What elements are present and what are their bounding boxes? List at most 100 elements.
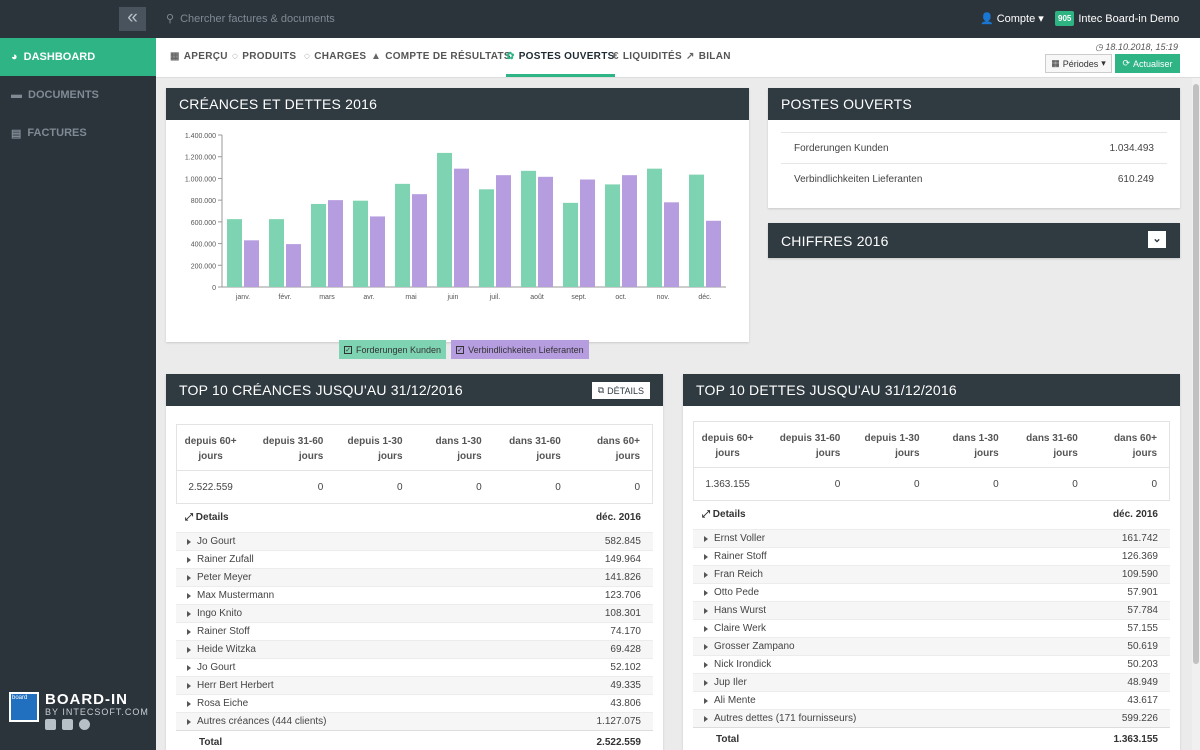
scrollbar[interactable]: [1192, 78, 1200, 750]
tab-bar: ▦ APERÇU ◌ PRODUITS ◌ CHARGES ▲ COMPTE DE RÉ…: [156, 38, 1200, 78]
tab-liquidites[interactable]: € LIQUIDITÉS: [613, 51, 682, 62]
sidebar-item-dashboard[interactable]: ◕ DASHBOARD: [0, 38, 156, 76]
row-name[interactable]: Hans Wurst: [704, 605, 766, 616]
table-row[interactable]: Grosser Zampano 50.619: [693, 637, 1170, 655]
table-row[interactable]: Fran Reich 109.590: [693, 565, 1170, 583]
row-name[interactable]: Claire Werk: [704, 623, 766, 634]
row-name[interactable]: Peter Meyer: [187, 572, 251, 583]
row-name[interactable]: Fran Reich: [704, 569, 763, 580]
tab-bilan[interactable]: ↗ BILAN: [686, 51, 731, 62]
details-table: ⤢ Details déc. 2016 Ernst Voller 161.742 Ra…: [693, 499, 1170, 750]
row-name[interactable]: Jo Gourt: [187, 536, 235, 547]
table-row[interactable]: Jup Iler 48.949: [693, 673, 1170, 691]
table-row[interactable]: Claire Werk 57.155: [693, 619, 1170, 637]
bar-chart: 0 200.000 400.000 600.000 800.000 1.000.000 1.…: [166, 120, 749, 359]
search-icon: ⚲: [166, 13, 175, 25]
row-name[interactable]: Max Mustermann: [187, 590, 274, 601]
calendar-icon: ▦: [1051, 58, 1060, 68]
table-row[interactable]: Heide Witzka 69.428: [176, 640, 653, 658]
row-value: 52.102: [610, 662, 641, 673]
sidebar: ◕ DASHBOARD ▬ DOCUMENTS ▤ FACTURES board…: [0, 38, 156, 750]
row-name[interactable]: Jup Iler: [704, 677, 747, 688]
tab-compte-de-resultats[interactable]: ▲ COMPTE DE RÉSULTATS: [371, 51, 511, 62]
table-row[interactable]: Jo Gourt 582.845: [176, 532, 653, 550]
tab-charges[interactable]: ◌ CHARGES: [304, 51, 366, 62]
table-row[interactable]: Autres créances (444 clients) 1.127.075: [176, 712, 653, 730]
brand-subtitle: BY INTECSOFT.COM: [45, 707, 149, 717]
table-row[interactable]: Autres dettes (171 fournisseurs) 599.226: [693, 709, 1170, 727]
timestamp-value: 18.10.2018, 15:19: [1105, 42, 1178, 52]
linkedin-icon[interactable]: [62, 719, 73, 730]
row-name[interactable]: Grosser Zampano: [704, 641, 795, 652]
chevron-down-icon[interactable]: ⌄: [1148, 231, 1166, 248]
tab-apercu[interactable]: ▦ APERÇU: [170, 51, 228, 62]
periods-dropdown[interactable]: ▦ Périodes ▾: [1045, 54, 1112, 73]
brand-title: BOARD-IN: [45, 691, 128, 708]
grid-icon: ▦: [170, 51, 180, 62]
table-row[interactable]: Peter Meyer 141.826: [176, 568, 653, 586]
tab-produits[interactable]: ◌ PRODUITS: [232, 51, 296, 62]
tab-label: PRODUITS: [242, 51, 297, 62]
row-name[interactable]: Rainer Stoff: [704, 551, 767, 562]
details-button[interactable]: ⧉ DÉTAILS: [591, 382, 650, 399]
table-row[interactable]: Herr Bert Herbert 49.335: [176, 676, 653, 694]
table-row[interactable]: Ali Mente 43.617: [693, 691, 1170, 709]
y-tick-label: 200.000: [191, 263, 216, 270]
search-box[interactable]: ⚲: [166, 12, 481, 25]
table-row[interactable]: Otto Pede 57.901: [693, 583, 1170, 601]
sidebar-item-factures[interactable]: ▤ FACTURES: [0, 114, 156, 152]
row-name[interactable]: Autres créances (444 clients): [187, 716, 327, 727]
row-name[interactable]: Heide Witzka: [187, 644, 256, 655]
aging-value: 0: [396, 481, 403, 493]
row-name[interactable]: Jo Gourt: [187, 662, 235, 673]
details-label: Details: [195, 511, 229, 523]
aging-header: depuis 60+ jours depuis 31-60 jours depuis…: [177, 425, 652, 471]
row-value: 57.901: [1127, 587, 1158, 598]
row-name[interactable]: Nick Irondick: [704, 659, 771, 670]
total-row: Total 2.522.559: [176, 730, 653, 750]
table-row[interactable]: Nick Irondick 50.203: [693, 655, 1170, 673]
legend-item-forderungen[interactable]: ✓ Forderungen Kunden: [339, 340, 447, 359]
table-row[interactable]: Max Mustermann 123.706: [176, 586, 653, 604]
tab-label: COMPTE DE RÉSULTATS: [385, 51, 511, 62]
row-name[interactable]: Ingo Knito: [187, 608, 242, 619]
caret-down-icon: ▾: [1038, 13, 1044, 25]
total-label: Total: [716, 734, 740, 745]
tab-postes-ouverts[interactable]: ✿ POSTES OUVERTS: [506, 51, 615, 77]
row-name[interactable]: Ali Mente: [704, 695, 756, 706]
row-name[interactable]: Otto Pede: [704, 587, 759, 598]
bar-verbindlichkeiten: [454, 168, 469, 287]
table-row[interactable]: Hans Wurst 57.784: [693, 601, 1170, 619]
aging-column-header: depuis 31-60 jours: [779, 433, 841, 459]
table-row[interactable]: Rainer Stoff 126.369: [693, 547, 1170, 565]
table-row[interactable]: Rainer Zufall 149.964: [176, 550, 653, 568]
total-value: 2.522.559: [596, 737, 642, 748]
bar-forderungen: [437, 152, 452, 287]
facebook-icon[interactable]: [45, 719, 56, 730]
refresh-button[interactable]: ⟳ Actualiser: [1115, 54, 1180, 73]
account-menu[interactable]: 👤 Compte ▾: [980, 12, 1044, 26]
table-row[interactable]: Jo Gourt 52.102: [176, 658, 653, 676]
row-name[interactable]: Rosa Eiche: [187, 698, 248, 709]
table-row[interactable]: Rainer Stoff 74.170: [176, 622, 653, 640]
row-value: 50.203: [1127, 659, 1158, 670]
globe-icon[interactable]: [79, 719, 90, 730]
bar-forderungen: [311, 203, 326, 287]
table-row[interactable]: Ernst Voller 161.742: [693, 529, 1170, 547]
table-row[interactable]: Rosa Eiche 43.806: [176, 694, 653, 712]
row-name[interactable]: Herr Bert Herbert: [187, 680, 274, 691]
row-name[interactable]: Rainer Stoff: [187, 626, 250, 637]
row-name[interactable]: Autres dettes (171 fournisseurs): [704, 713, 856, 724]
row-name[interactable]: Ernst Voller: [704, 533, 765, 544]
table-row[interactable]: Ingo Knito 108.301: [176, 604, 653, 622]
row-name[interactable]: Rainer Zufall: [187, 554, 254, 565]
search-input[interactable]: [180, 12, 481, 25]
scrollbar-thumb[interactable]: [1193, 84, 1199, 664]
legend-item-verbindlichkeiten[interactable]: ✓ Verbindlichkeiten Lieferanten: [451, 340, 589, 359]
collapse-sidebar-icon[interactable]: «: [119, 7, 146, 31]
sidebar-item-documents[interactable]: ▬ DOCUMENTS: [0, 76, 156, 114]
circle-icon: ◌: [232, 51, 239, 62]
aging-value: 0: [913, 478, 920, 490]
x-tick-label: janv.: [235, 294, 250, 301]
y-tick-label: 800.000: [191, 198, 216, 205]
